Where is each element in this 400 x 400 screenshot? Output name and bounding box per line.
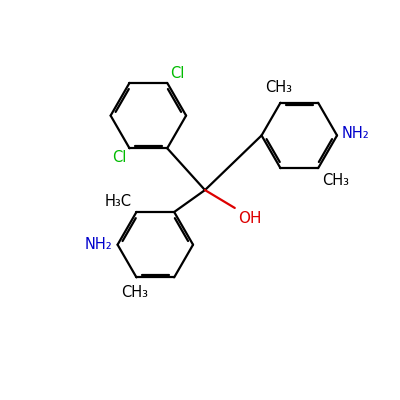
Text: CH₃: CH₃ bbox=[322, 173, 349, 188]
Text: NH₂: NH₂ bbox=[85, 237, 113, 252]
Text: CH₃: CH₃ bbox=[121, 285, 148, 300]
Text: Cl: Cl bbox=[112, 150, 126, 165]
Text: CH₃: CH₃ bbox=[265, 80, 292, 95]
Text: NH₂: NH₂ bbox=[342, 126, 370, 141]
Text: H₃C: H₃C bbox=[104, 194, 132, 209]
Text: OH: OH bbox=[238, 211, 261, 226]
Text: Cl: Cl bbox=[170, 66, 184, 81]
